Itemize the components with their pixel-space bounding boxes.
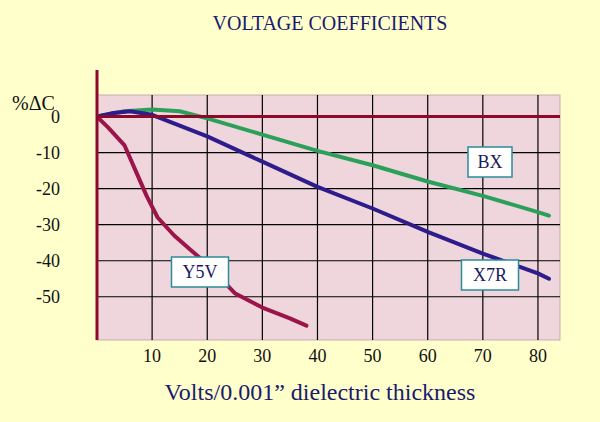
x-axis-label: Volts/0.001” dielectric thickness [165, 379, 476, 405]
y-axis [96, 70, 99, 340]
x-tick-label: 70 [474, 346, 492, 366]
y-tick-label: -40 [36, 251, 60, 271]
grid-line [152, 95, 153, 340]
y-tick-label: -30 [36, 215, 60, 235]
series-group [97, 109, 549, 325]
grid-line [262, 95, 263, 340]
grid-line [97, 296, 560, 297]
series-label: Y5V [183, 262, 218, 282]
x-tick-label: 60 [419, 346, 437, 366]
grid-line [427, 95, 428, 340]
chart: 0-10-20-30-40-501020304050607080BXX7RY5V… [0, 0, 600, 422]
series-label-box [468, 147, 512, 177]
grid-line [537, 95, 538, 340]
series-label-box [462, 260, 519, 290]
grid-line [482, 95, 483, 340]
y-tick-label: -10 [36, 143, 60, 163]
title: VOLTAGE COEFFICIENTS [213, 12, 448, 34]
series-line [97, 109, 549, 215]
zero-line [97, 115, 560, 118]
x-tick-label: 20 [198, 346, 216, 366]
x-tick-label: 40 [308, 346, 326, 366]
series-label: BX [477, 152, 502, 172]
y-tick-label: -20 [36, 179, 60, 199]
x-tick-label: 30 [253, 346, 271, 366]
x-tick-label: 80 [529, 346, 547, 366]
grid-line [317, 95, 318, 340]
grid-line [207, 95, 208, 340]
series-label: X7R [473, 265, 507, 285]
series-label-box [172, 257, 229, 287]
y-tick-label: -50 [36, 287, 60, 307]
x-tick-label: 10 [143, 346, 161, 366]
plot-area [97, 95, 560, 340]
series-line [97, 117, 306, 326]
x-tick-label: 50 [364, 346, 382, 366]
y-axis-label: %ΔC [12, 92, 55, 114]
series-line [97, 111, 549, 279]
grid-line [372, 95, 373, 340]
